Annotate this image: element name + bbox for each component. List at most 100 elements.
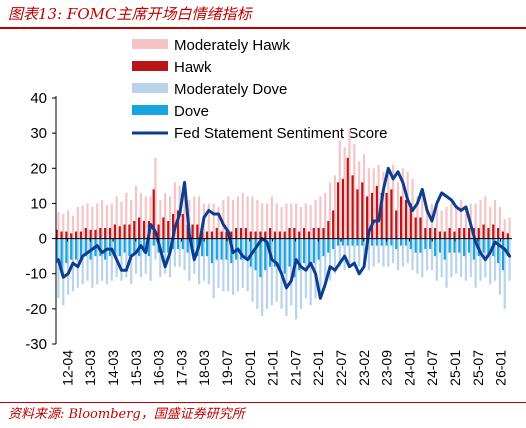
bar-dove — [322, 238, 325, 257]
bar-dove — [215, 238, 218, 260]
bar-dove — [162, 238, 165, 253]
bar-dove — [351, 238, 354, 246]
bar-moderately-hawk — [57, 212, 60, 239]
bar-moderately-hawk — [91, 206, 94, 239]
bar-hawk — [448, 228, 451, 239]
bar-dove — [176, 238, 180, 250]
bar-hawk — [65, 231, 68, 239]
bar-moderately-hawk — [212, 203, 215, 239]
bar-dove — [99, 238, 102, 257]
bar-moderately-dove — [217, 238, 220, 288]
score-point — [72, 262, 74, 264]
bar-moderately-hawk — [498, 206, 501, 239]
bar-moderately-hawk — [183, 189, 186, 239]
score-point — [116, 259, 118, 261]
bar-hawk — [487, 228, 490, 239]
bar-dove — [390, 238, 393, 246]
bar-moderately-dove — [227, 238, 230, 292]
bar-dove — [147, 238, 150, 257]
bar-dove — [443, 238, 446, 260]
score-point — [222, 223, 224, 226]
bar-moderately-dove — [188, 238, 191, 281]
bar-moderately-dove — [435, 238, 438, 281]
bar-hawk — [74, 231, 78, 239]
bar-hawk — [332, 210, 335, 239]
bar-hawk — [230, 231, 233, 239]
bar-hawk — [108, 228, 112, 239]
bar-hawk — [492, 224, 495, 239]
bar-hawk — [104, 228, 107, 239]
legend-swatch-moderately-dove — [132, 83, 168, 93]
x-tick-label: 13-03 — [82, 350, 98, 386]
bar-moderately-dove — [464, 238, 468, 281]
bar-hawk — [506, 233, 509, 239]
bar-moderately-hawk — [241, 192, 244, 239]
bar-moderately-dove — [81, 238, 84, 285]
bar-dove — [201, 238, 204, 257]
bar-hawk — [429, 228, 432, 239]
bar-hawk — [171, 213, 175, 239]
bar-hawk — [317, 228, 320, 239]
bar-moderately-dove — [392, 238, 395, 264]
bar-dove — [264, 238, 267, 271]
score-point — [470, 223, 472, 226]
bar-moderately-hawk — [295, 203, 298, 239]
bar-moderately-dove — [362, 238, 366, 267]
bar-moderately-dove — [168, 238, 172, 278]
score-point — [411, 209, 414, 212]
bar-moderately-dove — [96, 238, 99, 285]
bar-dove — [501, 238, 505, 271]
score-point — [101, 252, 103, 254]
bar-hawk — [99, 228, 102, 239]
bar-moderately-hawk — [130, 199, 133, 239]
bar-hawk — [273, 231, 277, 239]
bar-moderately-hawk — [265, 203, 269, 239]
bar-moderately-hawk — [314, 199, 317, 239]
bar-dove — [70, 238, 73, 260]
bar-moderately-dove — [421, 238, 424, 278]
bar-hawk — [336, 182, 340, 239]
bar-moderately-hawk — [382, 171, 385, 239]
bar-dove — [84, 238, 87, 257]
bar-dove — [60, 238, 63, 271]
bar-moderately-hawk — [435, 203, 438, 239]
bar-dove — [346, 238, 349, 246]
bar-moderately-dove — [479, 238, 482, 281]
bar-moderately-hawk — [290, 203, 293, 239]
bar-hawk — [385, 192, 388, 239]
bar-hawk — [346, 157, 349, 239]
bar-moderately-hawk — [71, 215, 75, 239]
bar-moderately-hawk — [353, 143, 356, 239]
bar-moderately-hawk — [474, 203, 477, 239]
bar-moderately-dove — [231, 238, 235, 295]
bar-hawk — [433, 228, 437, 239]
score-point — [339, 262, 341, 264]
bar-hawk — [181, 213, 184, 239]
bar-dove — [370, 238, 374, 246]
bar-moderately-hawk — [236, 196, 240, 239]
bar-hawk — [288, 228, 291, 239]
bar-moderately-dove — [377, 238, 380, 264]
bar-moderately-dove — [105, 238, 109, 285]
score-point — [193, 259, 195, 261]
y-tick-label: 40 — [30, 90, 47, 107]
bar-dove — [341, 238, 344, 246]
bar-moderately-hawk — [508, 217, 511, 239]
bar-moderately-hawk — [251, 196, 254, 239]
bar-hawk — [157, 224, 160, 239]
bar-dove — [356, 238, 359, 246]
score-point — [484, 259, 486, 261]
bar-hawk — [463, 228, 466, 239]
score-point — [392, 178, 394, 180]
bar-dove — [375, 238, 378, 246]
bar-moderately-dove — [261, 238, 264, 316]
bar-dove — [433, 238, 437, 257]
bar-moderately-hawk — [445, 206, 448, 239]
score-point — [300, 266, 302, 268]
bar-dove — [254, 238, 257, 271]
score-point — [455, 206, 457, 208]
bar-dove — [458, 238, 461, 253]
bar-moderately-hawk — [115, 196, 118, 239]
x-tick-label: 26-01 — [493, 350, 509, 386]
bar-hawk — [254, 231, 257, 239]
